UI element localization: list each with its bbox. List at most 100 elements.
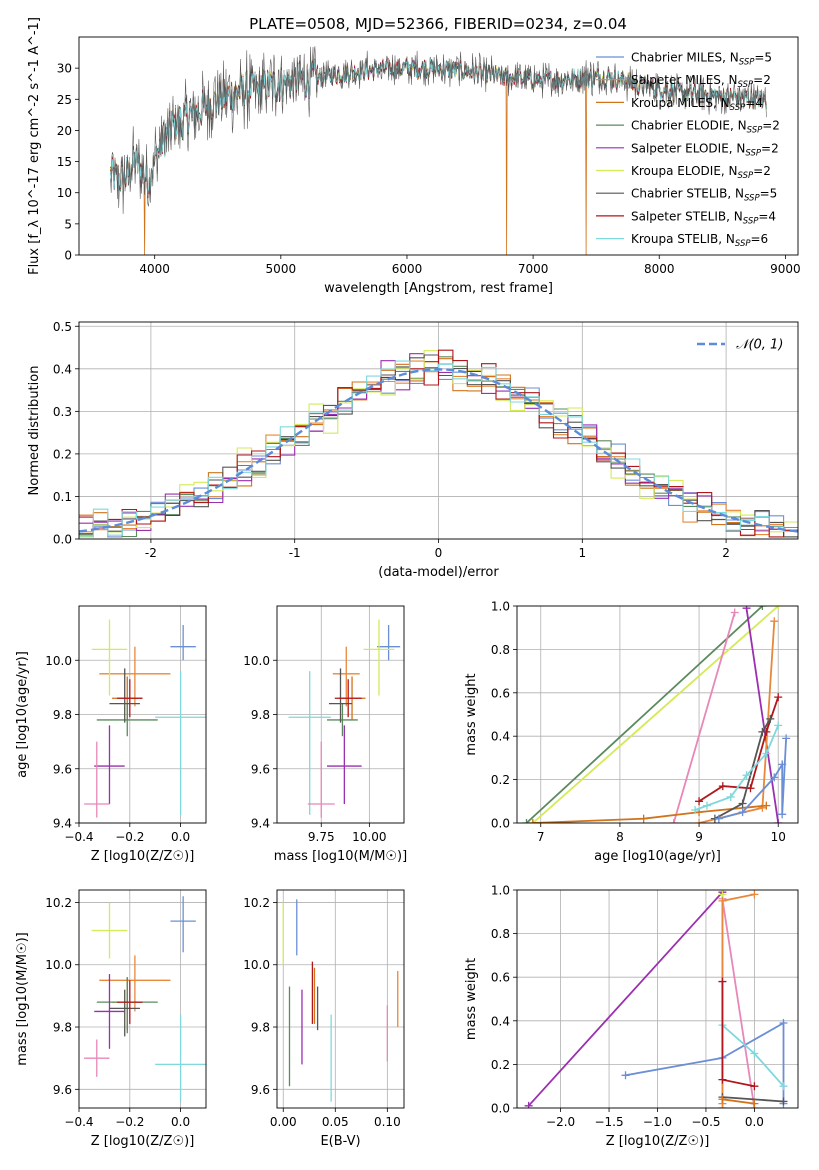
x-tick-label: 2 xyxy=(722,546,730,560)
axes-frame xyxy=(516,605,799,824)
y-tick-label: 0.4 xyxy=(491,1014,510,1028)
x-tick-label: −1.0 xyxy=(643,1115,672,1129)
y-axis-label: mass weight xyxy=(464,958,479,1040)
errorbar-salpeter-elodie xyxy=(94,974,125,1049)
y-tick-label: 1.0 xyxy=(491,600,510,614)
y-tick-label: 0.5 xyxy=(53,320,72,334)
errorbar-salpeter-miles xyxy=(332,646,360,707)
axes-frame xyxy=(78,605,207,824)
y-tick-label: 10.0 xyxy=(243,958,270,972)
line-path xyxy=(672,612,736,823)
point-marker xyxy=(779,1082,788,1091)
errorbar-salpeter-elodie xyxy=(94,725,125,805)
plot-area xyxy=(522,606,791,823)
point-marker xyxy=(522,819,531,823)
weight-line-chabrier-elodie xyxy=(522,606,767,823)
errorbar-salpeter-elodie xyxy=(327,725,362,805)
x-tick-label: 10.00 xyxy=(352,830,386,844)
x-tick-label: −2.0 xyxy=(546,1115,575,1129)
weight-line-kroupa-stelib xyxy=(718,1021,788,1091)
x-axis-label: age [log10(age/yr)] xyxy=(594,849,721,864)
y-tick-label: 9.8 xyxy=(251,1021,270,1035)
errorbar-pink xyxy=(84,1039,110,1077)
axes-frame xyxy=(78,889,207,1109)
y-tick-label: 0.3 xyxy=(53,405,72,419)
y-tick-label: 0.2 xyxy=(53,447,72,461)
y-tick-label: 10.2 xyxy=(45,896,72,910)
point-marker xyxy=(758,727,767,736)
errorbar-pink xyxy=(84,741,110,818)
errorbar-chabrier-miles xyxy=(170,624,196,661)
line-path xyxy=(625,1021,785,1104)
x-tick-label: 0.05 xyxy=(322,1115,349,1129)
x-tick-label: −0.2 xyxy=(115,1115,144,1129)
y-axis-label: Flux [f_λ 10^-17 erg cm^-2 s^-1 A^-1] xyxy=(27,17,42,275)
x-tick-label: 9000 xyxy=(770,262,801,276)
y-tick-label: 0.2 xyxy=(491,773,510,787)
plot-area xyxy=(84,896,206,1102)
grid xyxy=(517,605,798,824)
y-tick-label: 0.0 xyxy=(53,533,72,547)
y-axis-label: mass [log10(M/M☉)] xyxy=(15,932,30,1065)
point-marker xyxy=(639,814,648,823)
x-axis-label: Z [log10(Z/Z☉)] xyxy=(606,1134,710,1149)
errorbar-kroupa-elodie xyxy=(91,902,128,959)
errorbar-salpeter-stelib xyxy=(117,679,143,718)
y-tick-label: 9.8 xyxy=(251,708,270,722)
y-tick-label: 9.4 xyxy=(53,817,72,831)
errorbar-salpeter-miles xyxy=(99,646,171,707)
y-tick-label: 9.8 xyxy=(53,1021,72,1035)
legend-label: Chabrier STELIB, NSSP=5 xyxy=(631,187,777,204)
point-marker xyxy=(702,801,711,810)
x-tick-label: 9.75 xyxy=(308,830,335,844)
errorbar-chabrier-elodie xyxy=(327,703,358,737)
point-marker xyxy=(750,1082,759,1091)
line-path xyxy=(718,738,787,820)
legend-label: Chabrier MILES, NSSP=5 xyxy=(631,51,772,68)
point-marker xyxy=(718,896,727,905)
y-tick-label: 9.6 xyxy=(53,1083,72,1097)
y-tick-label: 20 xyxy=(57,124,72,138)
weight-line-salpeter-stelib xyxy=(718,977,759,1091)
y-tick-label: 10.0 xyxy=(243,654,270,668)
y-tick-label: 25 xyxy=(57,93,72,107)
point-marker xyxy=(778,810,787,819)
errorbar-kroupa-stelib xyxy=(155,671,206,815)
errorbar-salpeter-stelib xyxy=(334,679,362,718)
point-marker xyxy=(750,1049,759,1058)
x-tick-label: 7000 xyxy=(518,262,549,276)
panel-mass-vs-EBV: 0.00 0.05 0.10 9.6 9.8 10.0 10.2 E(B-V) xyxy=(243,889,405,1149)
point-marker xyxy=(691,805,700,814)
line-path xyxy=(532,606,779,823)
point-marker xyxy=(695,819,704,823)
weight-line-pink xyxy=(669,608,739,823)
x-axis-label: Z [log10(Z/Z☉)] xyxy=(91,1134,195,1149)
y-tick-label: 9.6 xyxy=(251,762,270,776)
axes-frame xyxy=(276,605,405,824)
x-axis-label: E(B-V) xyxy=(320,1134,360,1149)
histogram-salpeter-stelib xyxy=(79,349,798,538)
errorbar-kroupa-stelib xyxy=(288,671,331,815)
point-marker xyxy=(695,797,704,806)
legend-label: Salpeter STELIB, NSSP=4 xyxy=(631,209,776,226)
point-marker xyxy=(774,693,783,702)
y-tick-label: 0.2 xyxy=(491,1058,510,1072)
x-tick-label: -2 xyxy=(145,546,157,560)
y-tick-label: 0.0 xyxy=(491,817,510,831)
point-marker xyxy=(718,977,727,986)
y-tick-label: 10.2 xyxy=(243,896,270,910)
x-tick-label: 6000 xyxy=(392,262,423,276)
point-marker xyxy=(762,749,771,758)
line-path xyxy=(525,606,764,823)
weight-line-salpeter-elodie xyxy=(742,606,783,823)
y-tick-label: 10.0 xyxy=(45,654,72,668)
point-marker xyxy=(746,784,755,793)
point-marker xyxy=(714,814,723,823)
errorbar-salpeter-stelib xyxy=(117,980,143,1024)
plot-area xyxy=(282,899,399,1102)
errorbar-pink xyxy=(307,741,335,818)
legend-label: Kroupa MILES, NSSP=4 xyxy=(631,96,763,113)
x-tick-label: 0.0 xyxy=(171,1115,190,1129)
line-path xyxy=(721,981,755,1088)
